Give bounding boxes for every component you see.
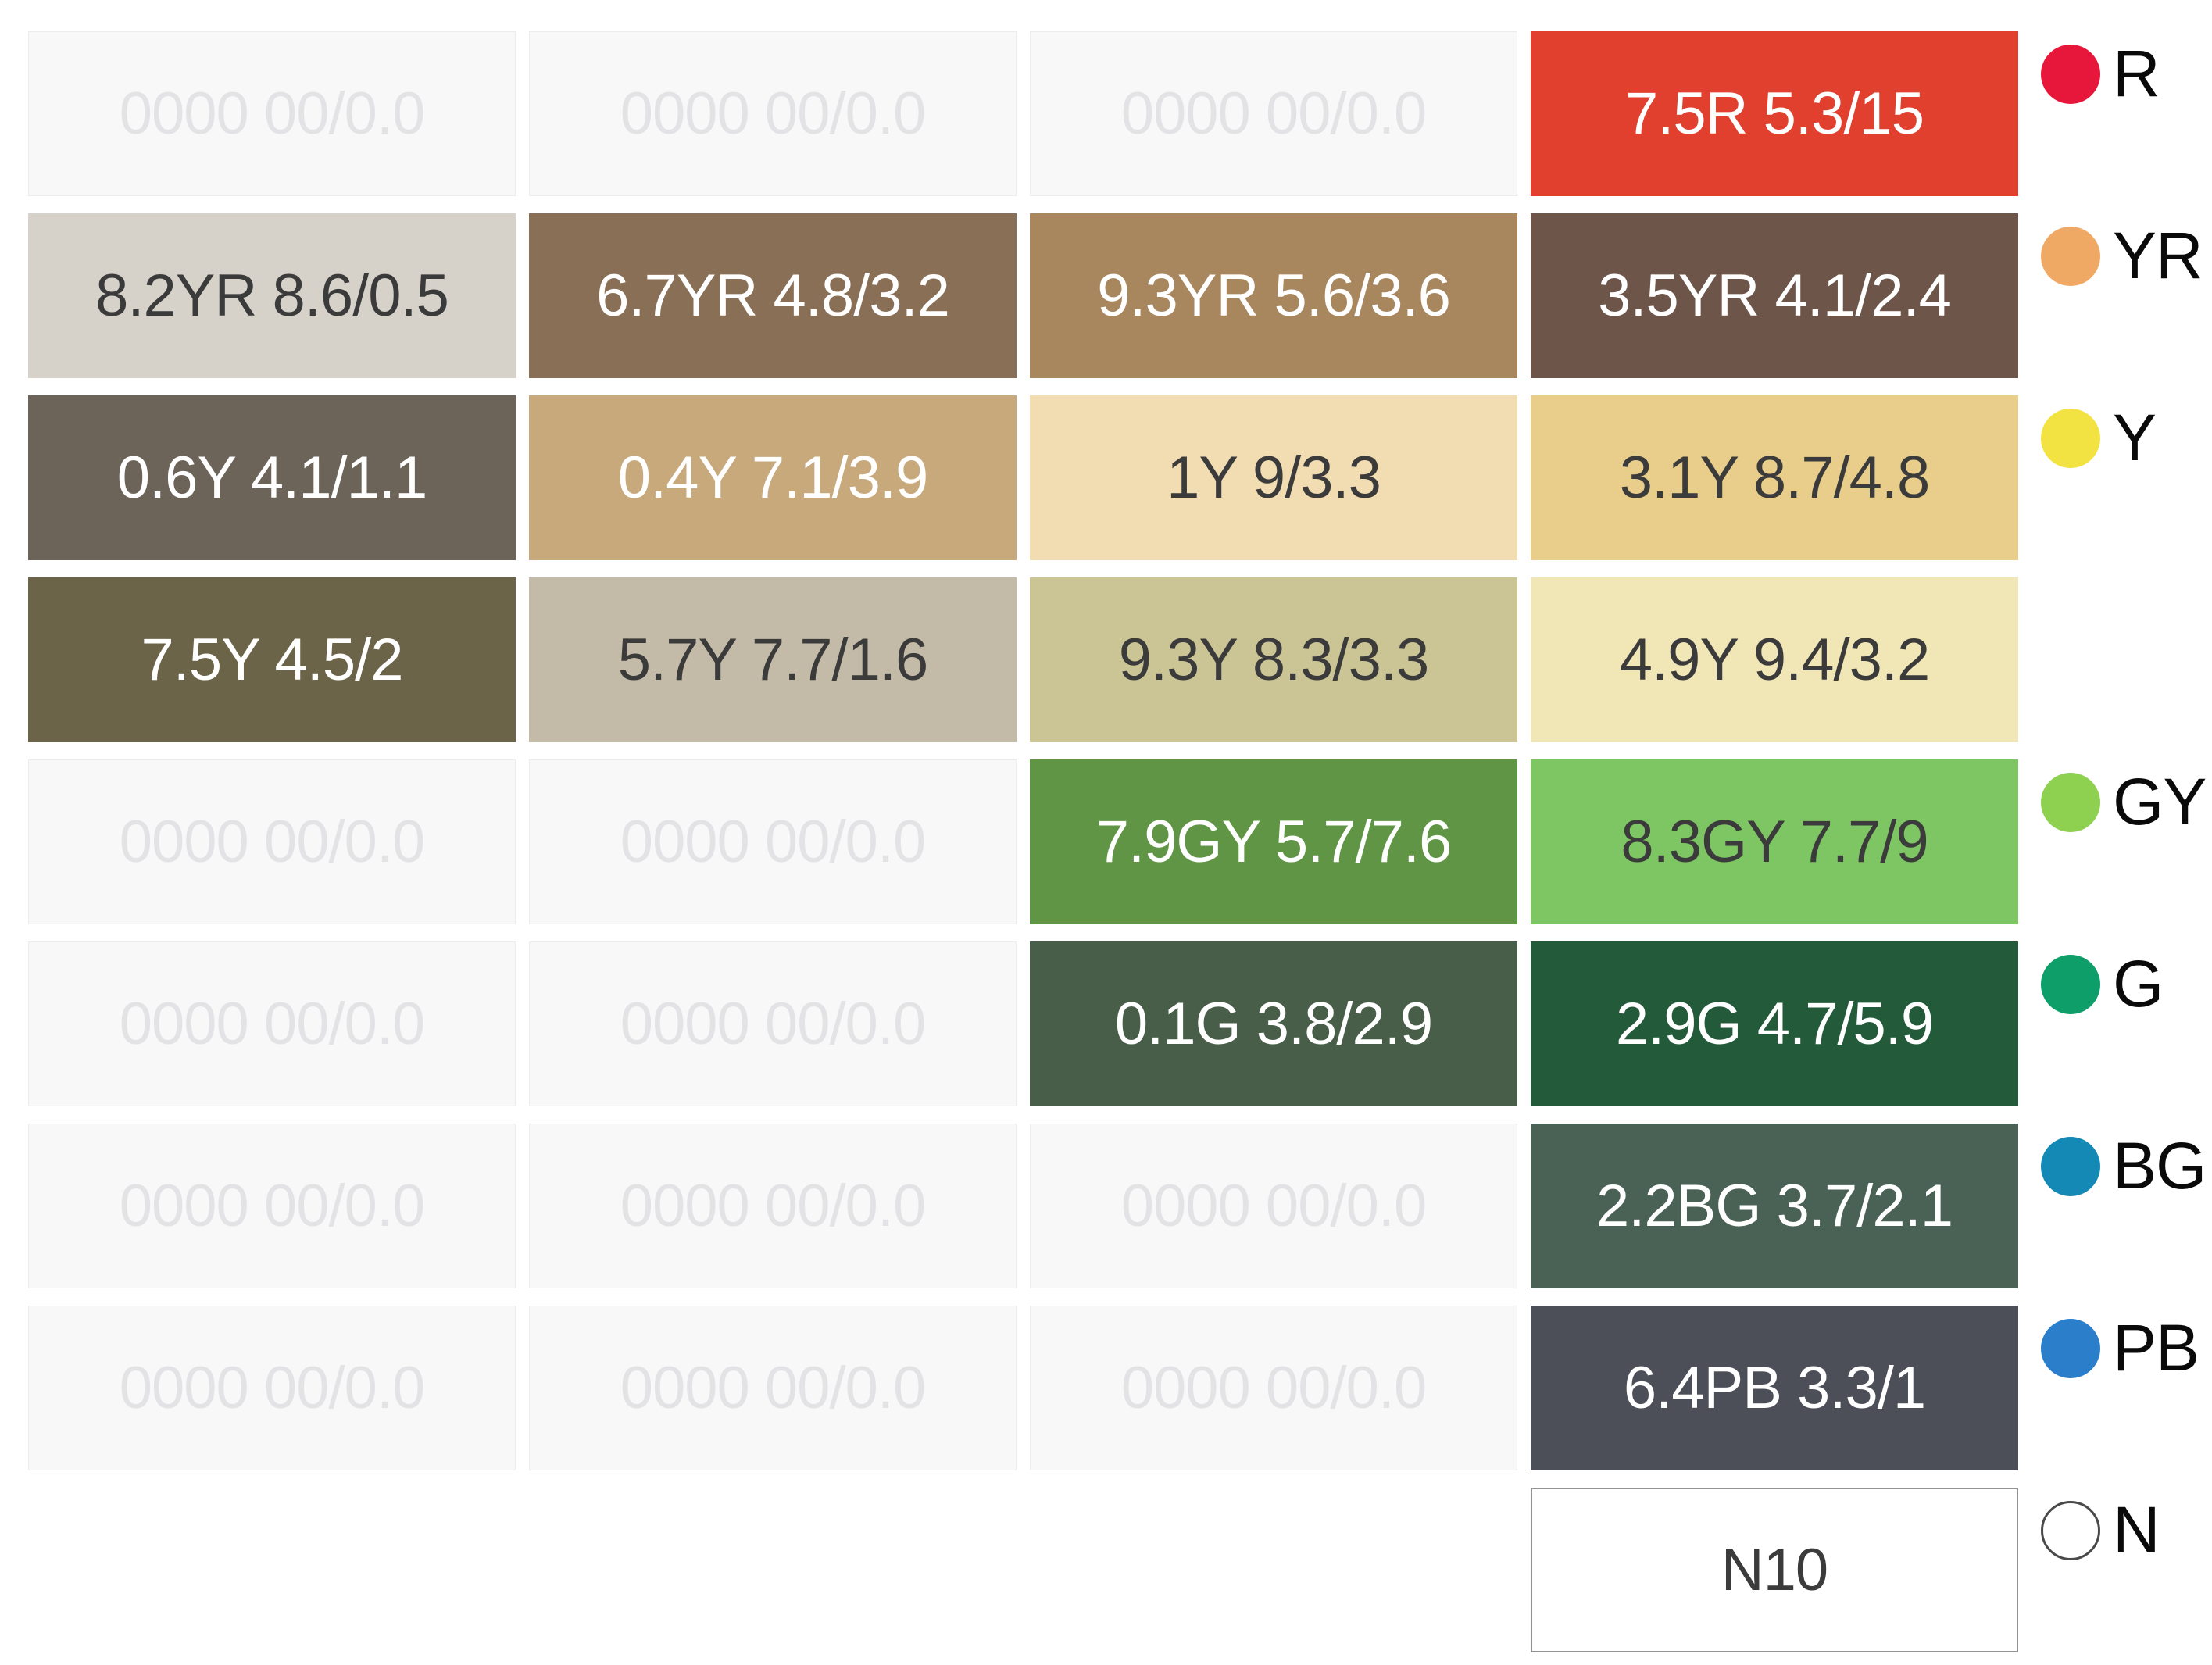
swatch-cell-6-4pb: 6.4PB 3.3/1 bbox=[1531, 1306, 2018, 1470]
legend-dot-yr bbox=[2041, 226, 2100, 286]
swatch-cell-8-3gy: 8.3GY 7.7/9 bbox=[1531, 759, 2018, 924]
placeholder-cell: 0000 00/0.0 bbox=[529, 1124, 1017, 1288]
swatch-cell-7-5r: 7.5R 5.3/15 bbox=[1531, 31, 2018, 196]
legend-label-yr: YR bbox=[2113, 219, 2203, 292]
legend-item-pb: PB bbox=[2032, 1306, 2203, 1386]
legend-label-g: G bbox=[2113, 947, 2164, 1020]
placeholder-cell: 0000 00/0.0 bbox=[28, 1124, 516, 1288]
legend-label-r: R bbox=[2113, 37, 2160, 110]
swatch-cell-2-9g: 2.9G 4.7/5.9 bbox=[1531, 941, 2018, 1106]
legend-dot-r bbox=[2041, 44, 2100, 104]
placeholder-cell: 0000 00/0.0 bbox=[28, 31, 516, 196]
swatch-cell-7-9gy: 7.9GY 5.7/7.6 bbox=[1030, 759, 1517, 924]
swatch-cell-5-7y: 5.7Y 7.7/1.6 bbox=[529, 577, 1017, 742]
swatch-cell-3-5yr: 3.5YR 4.1/2.4 bbox=[1531, 213, 2018, 378]
swatch-cell-6-7yr: 6.7YR 4.8/3.2 bbox=[529, 213, 1017, 378]
legend-dot-bg bbox=[2041, 1136, 2100, 1196]
swatch-cell-7-5y: 7.5Y 4.5/2 bbox=[28, 577, 516, 742]
swatch-cell-9-3yr: 9.3YR 5.6/3.6 bbox=[1030, 213, 1517, 378]
legend-label-bg: BG bbox=[2113, 1129, 2207, 1202]
swatch-cell-8-2yr: 8.2YR 8.6/0.5 bbox=[28, 213, 516, 378]
placeholder-cell: 0000 00/0.0 bbox=[529, 759, 1017, 924]
legend-item-n: N bbox=[2032, 1488, 2203, 1568]
swatch-grid: 0000 00/0.0 0000 00/0.0 0000 00/0.0 7.5R… bbox=[28, 31, 2207, 1652]
placeholder-cell: 0000 00/0.0 bbox=[1030, 1124, 1517, 1288]
legend-item-yr: YR bbox=[2032, 213, 2203, 294]
placeholder-cell: 0000 00/0.0 bbox=[529, 1306, 1017, 1470]
placeholder-cell: 0000 00/0.0 bbox=[1030, 1306, 1517, 1470]
swatch-cell-1y: 1Y 9/3.3 bbox=[1030, 395, 1517, 560]
swatch-cell-0-1g: 0.1G 3.8/2.9 bbox=[1030, 941, 1517, 1106]
legend-dot-y bbox=[2041, 408, 2100, 468]
legend-item-g: G bbox=[2032, 941, 2203, 1022]
swatch-cell-0-6y: 0.6Y 4.1/1.1 bbox=[28, 395, 516, 560]
swatch-cell-0-4y: 0.4Y 7.1/3.9 bbox=[529, 395, 1017, 560]
swatch-cell-2-2bg: 2.2BG 3.7/2.1 bbox=[1531, 1124, 2018, 1288]
legend-label-pb: PB bbox=[2113, 1311, 2199, 1385]
placeholder-cell: 0000 00/0.0 bbox=[529, 941, 1017, 1106]
legend-item-gy: GY bbox=[2032, 759, 2207, 840]
legend-item-r: R bbox=[2032, 31, 2203, 112]
legend-dot-g bbox=[2041, 954, 2100, 1014]
swatch-cell-n10: N10 bbox=[1531, 1488, 2018, 1652]
placeholder-cell: 0000 00/0.0 bbox=[28, 1306, 516, 1470]
placeholder-cell: 0000 00/0.0 bbox=[28, 941, 516, 1106]
placeholder-cell: 0000 00/0.0 bbox=[1030, 31, 1517, 196]
placeholder-cell: 0000 00/0.0 bbox=[529, 31, 1017, 196]
swatch-cell-4-9y: 4.9Y 9.4/3.2 bbox=[1531, 577, 2018, 742]
legend-dot-n bbox=[2041, 1500, 2100, 1560]
legend-label-n: N bbox=[2113, 1493, 2160, 1567]
swatch-cell-9-3y: 9.3Y 8.3/3.3 bbox=[1030, 577, 1517, 742]
legend-item-bg: BG bbox=[2032, 1124, 2207, 1204]
legend-dot-pb bbox=[2041, 1318, 2100, 1378]
legend-label-gy: GY bbox=[2113, 765, 2207, 838]
legend-dot-gy bbox=[2041, 772, 2100, 832]
legend-item-y: Y bbox=[2032, 395, 2203, 476]
legend-label-y: Y bbox=[2113, 401, 2157, 474]
placeholder-cell: 0000 00/0.0 bbox=[28, 759, 516, 924]
swatch-cell-3-1y: 3.1Y 8.7/4.8 bbox=[1531, 395, 2018, 560]
